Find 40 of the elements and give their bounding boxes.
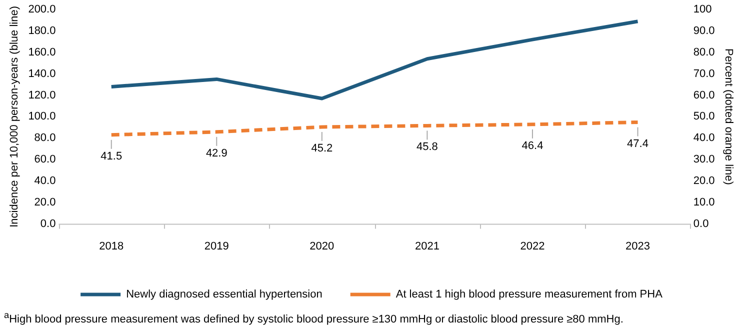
y2-tick-label: 70.0 xyxy=(693,68,715,80)
y2-tick-label: 50.0 xyxy=(693,110,715,123)
y2-tick-label: 40.0 xyxy=(693,132,715,144)
data-label: 47.4 xyxy=(627,138,648,150)
y2-axis-title: Percent (dotted orange line) xyxy=(722,48,734,185)
y-tick-label: 180.0 xyxy=(28,25,56,38)
data-label: 45.8 xyxy=(416,141,438,154)
x-tick-label: 2019 xyxy=(204,240,229,252)
y-tick-label: 0.0 xyxy=(40,218,56,230)
legend-label: Newly diagnosed essential hypertension xyxy=(126,288,322,301)
x-tick-label: 2020 xyxy=(310,240,334,252)
y2-tick-label: 100 xyxy=(693,4,712,16)
y-tick-label: 60.0 xyxy=(34,154,56,166)
y-tick-label: 160.0 xyxy=(28,46,56,58)
y-tick-label: 100.0 xyxy=(28,110,56,123)
x-tick-label: 2022 xyxy=(520,240,545,252)
y2-tick-label: 90.0 xyxy=(693,25,715,38)
legend-label: At least 1 high blood pressure measurement from PHA xyxy=(396,288,664,301)
y2-tick-label: 30.0 xyxy=(693,154,715,166)
data-label: 42.9 xyxy=(206,147,228,160)
y-tick-label: 120.0 xyxy=(28,89,56,102)
y2-tick-label: 80.0 xyxy=(693,46,715,58)
y-tick-label: 20.0 xyxy=(34,196,56,208)
line-series xyxy=(110,120,640,137)
text: $^{a}$High blood pressure measurement was defined by systolic blood pressure ≥130 mmHg or diastolic blood pressure ≥80 mmHg. xyxy=(3,310,624,326)
y-tick-label: 40.0 xyxy=(34,174,56,187)
y-axis-title: Incidence per 10,000 person-years (blue line) xyxy=(8,6,21,228)
y-tick-label: 200.0 xyxy=(28,4,56,16)
data-label: 41.5 xyxy=(100,150,122,162)
y-tick-label: 140.0 xyxy=(28,68,56,80)
x-tick-label: 2018 xyxy=(99,240,124,252)
y2-tick-label: 60.0 xyxy=(693,89,715,102)
y2-tick-label: 20.0 xyxy=(693,174,715,187)
y2-tick-label: 0.0 xyxy=(693,218,709,230)
data-label: 45.2 xyxy=(311,142,333,155)
y2-tick-label: 10.0 xyxy=(693,196,715,208)
y-tick-label: 80.0 xyxy=(34,132,56,144)
x-tick-label: 2021 xyxy=(414,240,440,252)
x-tick-label: 2023 xyxy=(626,240,650,252)
data-label: 46.4 xyxy=(522,140,544,152)
